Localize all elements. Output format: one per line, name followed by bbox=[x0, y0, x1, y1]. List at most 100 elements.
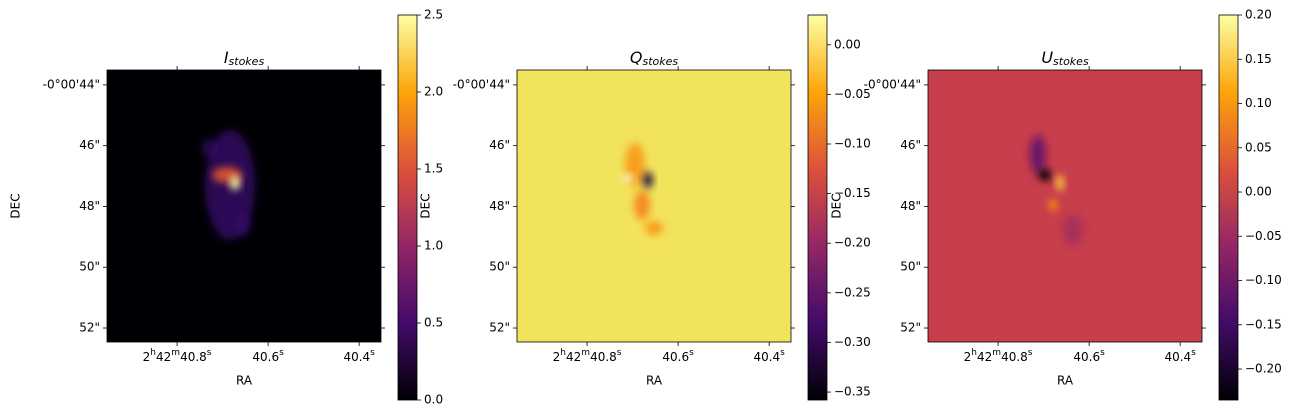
x-tick-label: 40.6s bbox=[252, 348, 284, 364]
tick-digits: 2 bbox=[143, 350, 151, 364]
x-axis-label: RA bbox=[646, 374, 663, 388]
image-feature bbox=[1030, 135, 1046, 175]
tick-digits: 40.8 bbox=[1001, 350, 1028, 364]
tick-unit: m bbox=[581, 348, 590, 358]
tick-unit: s bbox=[1191, 348, 1196, 358]
image bbox=[517, 70, 791, 342]
image-feature bbox=[634, 190, 650, 220]
image-feature bbox=[645, 221, 663, 235]
tick-unit: s bbox=[207, 348, 212, 358]
tick-unit: m bbox=[171, 348, 180, 358]
x-axis-label: RA bbox=[1057, 374, 1074, 388]
colorbar-tick-label: −0.20 bbox=[1245, 362, 1282, 376]
tick-unit: h bbox=[150, 348, 156, 358]
y-tick-label: 48" bbox=[489, 199, 510, 213]
tick-unit: s bbox=[370, 348, 375, 358]
colorbar-tick-label: −0.15 bbox=[1245, 317, 1282, 331]
colorbar-tick-label: 0.05 bbox=[1245, 140, 1272, 154]
tick-unit: h bbox=[560, 348, 566, 358]
y-tick-label: 50" bbox=[489, 260, 510, 274]
tick-digits: 40.8 bbox=[180, 350, 207, 364]
colorbar-tick-label: −0.25 bbox=[834, 285, 871, 299]
tick-unit: m bbox=[992, 348, 1001, 358]
y-tick-label: 46" bbox=[489, 138, 510, 152]
tick-digits: 40.6 bbox=[1073, 350, 1100, 364]
colorbar-tick-label: 0.5 bbox=[424, 316, 443, 330]
title: Ustokes bbox=[1041, 48, 1089, 69]
y-tick-label: 52" bbox=[900, 321, 921, 335]
image-feature bbox=[201, 139, 219, 157]
x-tick-label: 2h42m40.8s bbox=[553, 348, 622, 364]
image-background bbox=[928, 70, 1202, 342]
y-tick-label: 48" bbox=[79, 199, 100, 213]
tick-unit: s bbox=[780, 348, 785, 358]
title-subscript: stokes bbox=[1053, 55, 1089, 68]
tick-digits: 40.4 bbox=[1164, 350, 1191, 364]
tick-unit: h bbox=[971, 348, 977, 358]
image-feature bbox=[1063, 215, 1083, 245]
x-tick-label: 2h42m40.8s bbox=[143, 348, 212, 364]
colorbar-tick-label: −0.05 bbox=[1245, 229, 1282, 243]
tick-digits: 40.8 bbox=[590, 350, 617, 364]
axes-frame bbox=[927, 69, 1203, 343]
tick-digits: 40.6 bbox=[252, 350, 279, 364]
tick-digits: 40.4 bbox=[753, 350, 780, 364]
image-feature bbox=[1039, 169, 1051, 181]
colorbar-tick-label: 0.15 bbox=[1245, 52, 1272, 66]
x-tick-label: 40.6s bbox=[1073, 348, 1105, 364]
y-axis-label: DEC bbox=[830, 193, 844, 218]
x-tick-label: 2h42m40.8s bbox=[964, 348, 1033, 364]
image-feature bbox=[623, 174, 633, 182]
title: Istokes bbox=[224, 48, 265, 69]
image-feature bbox=[230, 176, 240, 190]
tick-unit: s bbox=[1100, 348, 1105, 358]
colorbar-tick-label: 2.0 bbox=[424, 85, 443, 99]
tick-unit: s bbox=[617, 348, 622, 358]
y-tick-label: 46" bbox=[79, 138, 100, 152]
image-feature bbox=[1056, 175, 1064, 191]
colorbar-tick-label: 0.00 bbox=[1245, 185, 1272, 199]
colorbar-tick-label: −0.35 bbox=[834, 385, 871, 399]
colorbar-tick-label: −0.05 bbox=[834, 87, 871, 101]
y-tick-label: -0°00'44" bbox=[453, 77, 510, 91]
title-symbol: U bbox=[1041, 48, 1053, 67]
tick-digits: 42 bbox=[977, 350, 992, 364]
colorbar-tick-label: 1.5 bbox=[424, 162, 443, 176]
x-tick-label: 40.6s bbox=[662, 348, 694, 364]
tick-digits: 42 bbox=[566, 350, 581, 364]
colorbar-tick-label: 0.10 bbox=[1245, 96, 1272, 110]
tick-digits: 2 bbox=[553, 350, 561, 364]
colorbar-tick-label: −0.10 bbox=[1245, 273, 1282, 287]
image-background bbox=[517, 70, 791, 342]
y-tick-label: 48" bbox=[900, 199, 921, 213]
y-tick-label: 50" bbox=[900, 260, 921, 274]
y-tick-label: 50" bbox=[79, 260, 100, 274]
y-tick-label: -0°00'44" bbox=[43, 77, 100, 91]
y-axis-label: DEC bbox=[9, 193, 23, 218]
x-tick-label: 40.4s bbox=[343, 348, 375, 364]
colorbar bbox=[397, 14, 418, 401]
tick-digits: 2 bbox=[964, 350, 972, 364]
colorbar-tick-label: −0.30 bbox=[834, 335, 871, 349]
image-feature bbox=[1048, 199, 1058, 211]
colorbar-tick-label: 2.5 bbox=[424, 8, 443, 22]
colorbar-tick-label: 0.20 bbox=[1245, 8, 1272, 22]
y-axis-label: DEC bbox=[419, 193, 433, 218]
y-tick-label: 52" bbox=[79, 321, 100, 335]
image bbox=[107, 70, 381, 342]
title-symbol: Q bbox=[630, 48, 643, 67]
y-tick-label: 46" bbox=[900, 138, 921, 152]
axes-frame bbox=[516, 69, 792, 343]
tick-digits: 40.4 bbox=[343, 350, 370, 364]
title-subscript: stokes bbox=[229, 55, 265, 68]
colorbar-tick-label: −0.15 bbox=[834, 186, 871, 200]
title: Qstokes bbox=[630, 48, 679, 69]
image-feature bbox=[205, 130, 255, 240]
tick-digits: 40.6 bbox=[662, 350, 689, 364]
colorbar bbox=[807, 14, 828, 401]
colorbar-tick-label: 1.0 bbox=[424, 239, 443, 253]
y-tick-label: -0°00'44" bbox=[864, 77, 921, 91]
tick-digits: 42 bbox=[156, 350, 171, 364]
x-axis-label: RA bbox=[236, 374, 253, 388]
